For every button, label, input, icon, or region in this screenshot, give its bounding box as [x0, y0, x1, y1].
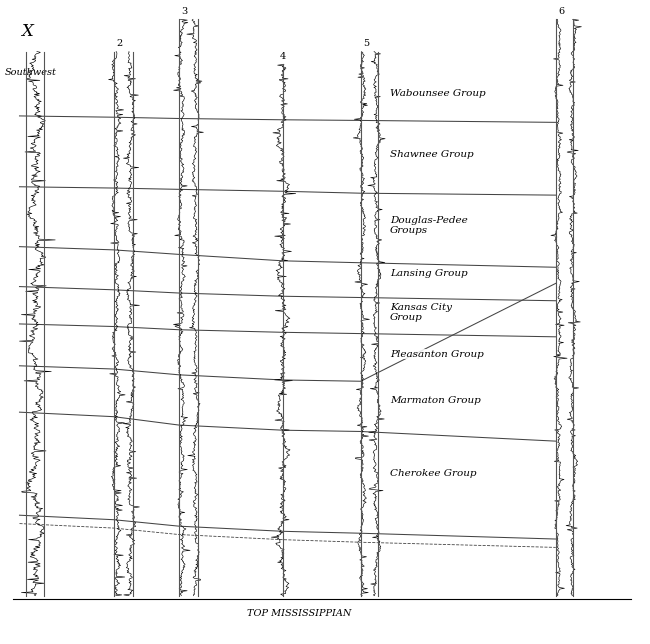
Text: Marmaton Group: Marmaton Group: [390, 396, 481, 405]
Text: Southwest: Southwest: [5, 68, 57, 77]
Text: Lansing Group: Lansing Group: [390, 269, 467, 278]
Text: 2: 2: [116, 39, 123, 48]
Text: 6: 6: [558, 7, 564, 16]
Text: 4: 4: [280, 52, 286, 61]
Text: TOP MISSISSIPPIAN: TOP MISSISSIPPIAN: [247, 609, 351, 618]
Text: X: X: [21, 23, 32, 39]
Text: Douglas-Pedee
Groups: Douglas-Pedee Groups: [390, 216, 468, 235]
Text: Pleasanton Group: Pleasanton Group: [390, 350, 484, 359]
Text: Cherokee Group: Cherokee Group: [390, 469, 476, 478]
Text: Shawnee Group: Shawnee Group: [390, 150, 474, 159]
Text: Wabounsee Group: Wabounsee Group: [390, 89, 486, 98]
Text: 5: 5: [363, 39, 369, 48]
Text: Kansas City
Group: Kansas City Group: [390, 303, 452, 322]
Text: 3: 3: [181, 7, 188, 16]
